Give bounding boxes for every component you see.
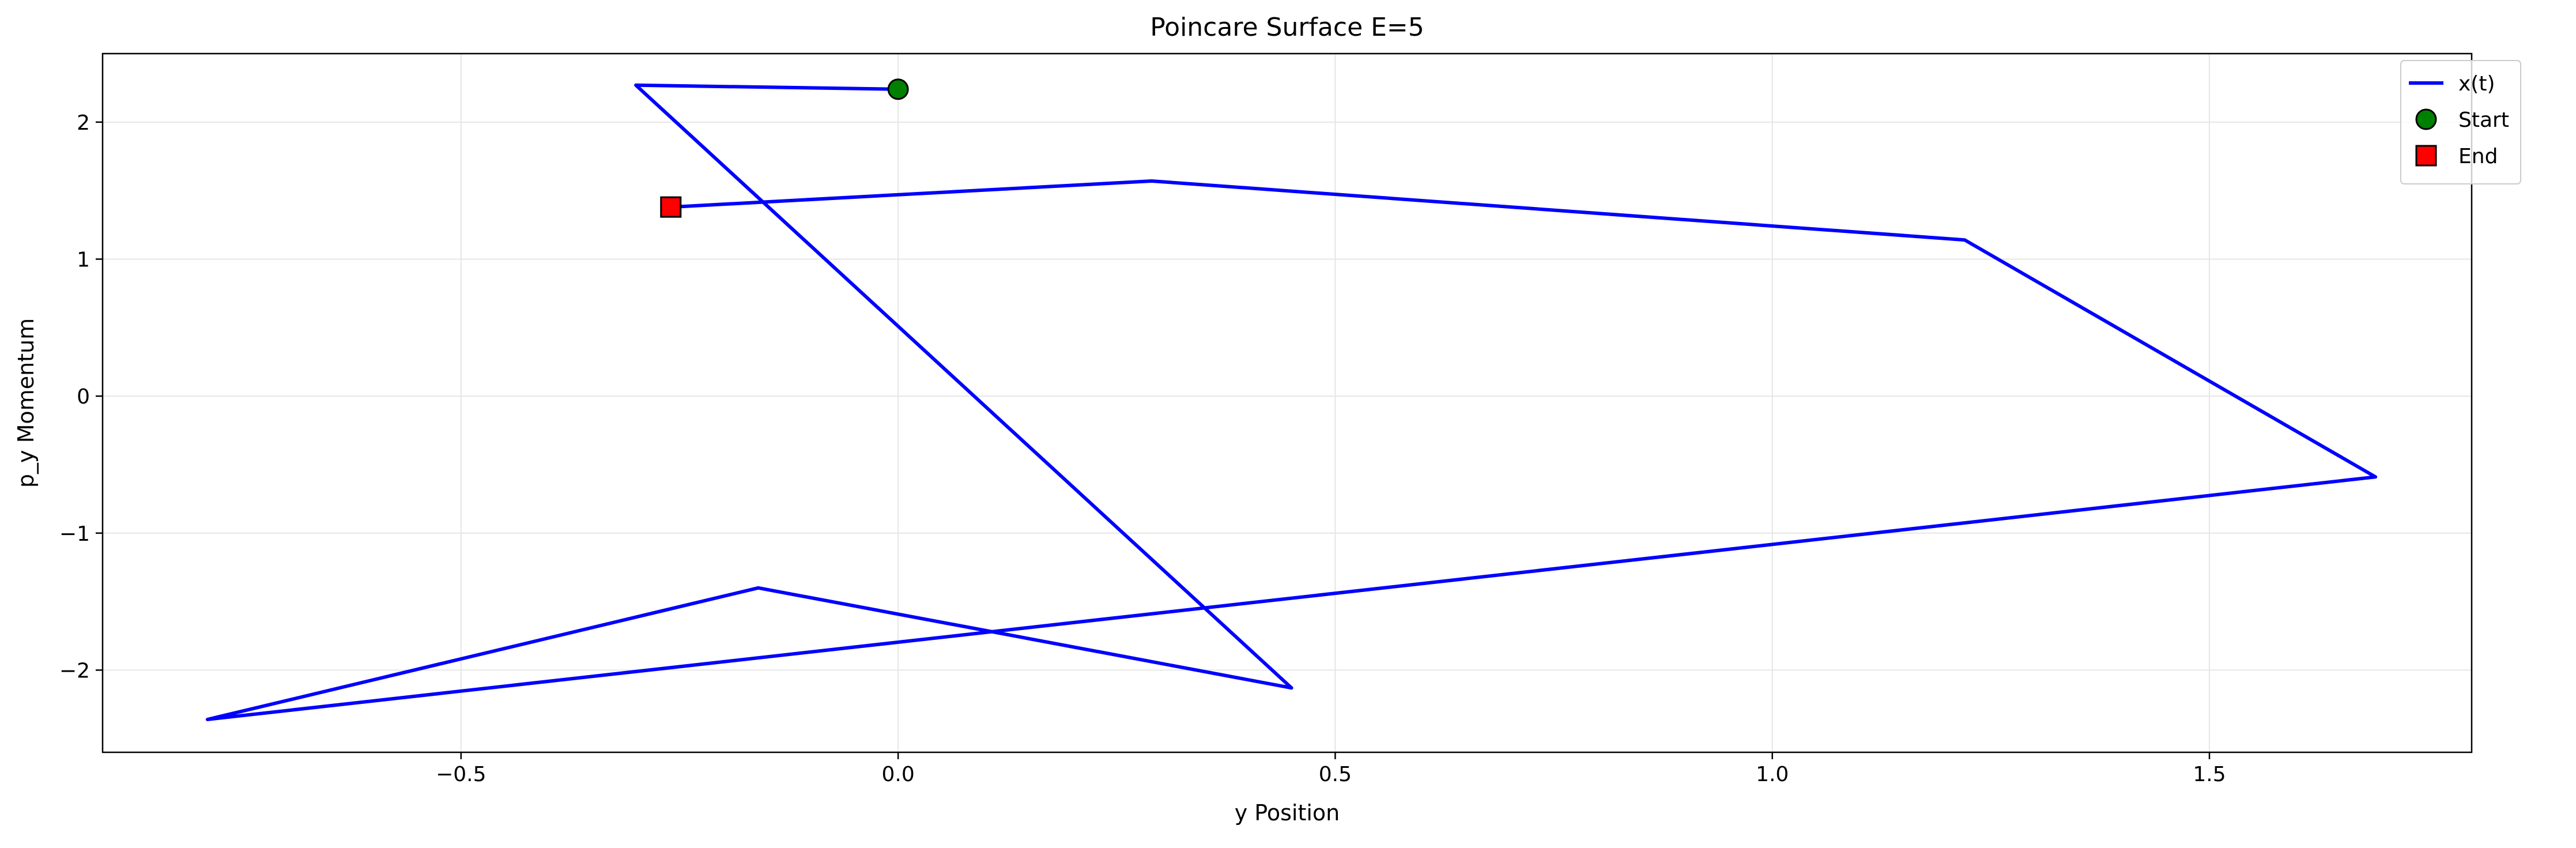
x-tick-label: −0.5: [436, 763, 486, 786]
end-marker: [660, 196, 682, 218]
legend-start-swatch: [2415, 108, 2437, 130]
legend-label: End: [2458, 145, 2498, 168]
ticks: −0.5 0.0 0.5 1.0 1.5 −2 −1 0 1 2: [59, 111, 2226, 786]
y-tick-label: 1: [77, 248, 90, 272]
y-tick-label: −2: [59, 659, 90, 683]
legend-label: x(t): [2458, 72, 2495, 96]
legend-label: Start: [2458, 108, 2509, 132]
x-axis-label: y Position: [1235, 800, 1340, 826]
legend: x(t) Start End: [2400, 60, 2521, 184]
x-tick-label: 0.5: [1319, 763, 1352, 786]
chart-title: Poincare Surface E=5: [1150, 13, 1424, 42]
legend-end-swatch: [2415, 145, 2437, 167]
x-tick-label: 1.0: [1756, 763, 1789, 786]
start-marker: [887, 78, 909, 100]
series-line-x(t): [206, 83, 2378, 721]
series-layer: [206, 83, 2378, 721]
y-tick-label: 2: [77, 111, 90, 135]
plot-frame: [101, 52, 2473, 753]
x-tick-label: 0.0: [881, 763, 914, 786]
y-axis-label: p_y Momentum: [13, 318, 39, 488]
grid: [103, 54, 2472, 752]
marker-layer: [660, 78, 909, 218]
x-tick-label: 1.5: [2193, 763, 2226, 786]
y-tick-label: 0: [77, 385, 90, 409]
y-tick-label: −1: [59, 522, 90, 546]
